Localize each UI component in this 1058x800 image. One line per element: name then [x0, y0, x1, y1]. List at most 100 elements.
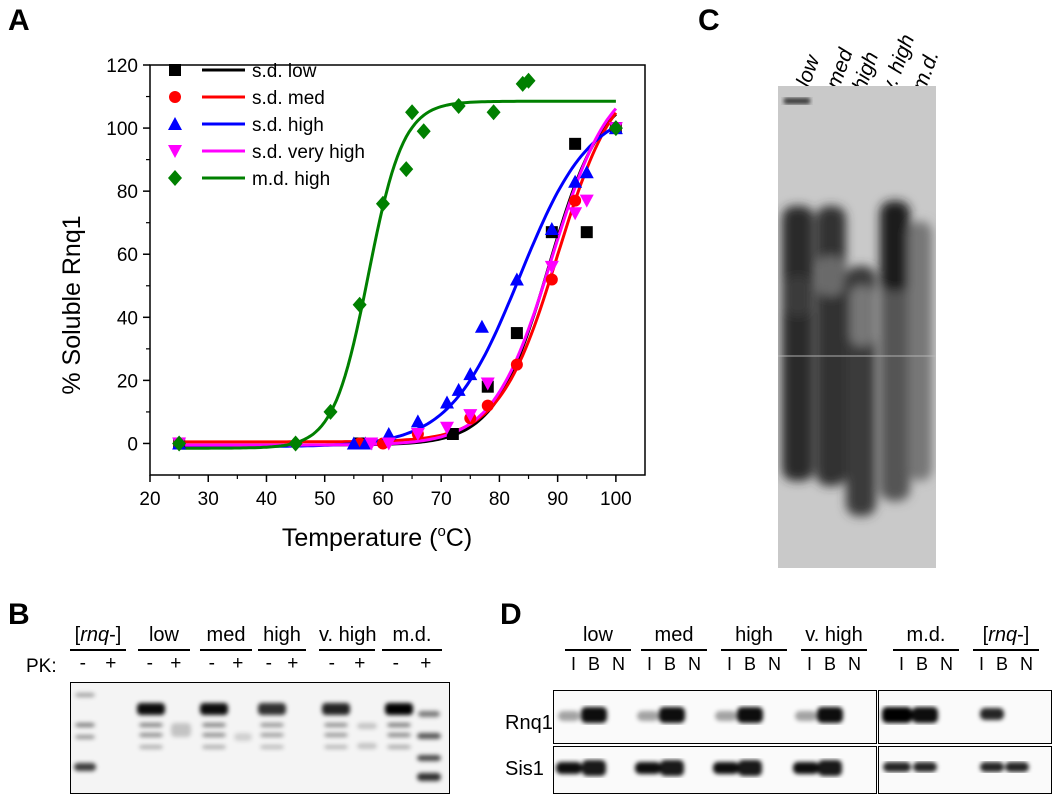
fit-line-series-1 — [179, 111, 618, 444]
legend-marker-3 — [168, 145, 182, 158]
blot-band — [202, 733, 226, 737]
well-band-low — [784, 98, 810, 104]
blot-band — [659, 707, 685, 723]
blot-band — [387, 733, 411, 737]
y-tick-label: 60 — [117, 245, 138, 266]
lane-label-low: low — [792, 52, 825, 90]
pk-plus: + — [287, 653, 299, 674]
x-tick-label: 60 — [372, 489, 393, 510]
point-series-3 — [440, 421, 454, 435]
blot-band — [795, 711, 817, 721]
blot-band — [137, 703, 165, 715]
blot-band — [737, 707, 763, 723]
panel-label-b: B — [8, 598, 30, 631]
pk-group-underline — [258, 649, 306, 651]
blot-band — [171, 723, 191, 737]
fraction-group-underline — [641, 649, 707, 651]
panel-label-c: C — [698, 4, 720, 37]
fraction-group-2: high I B N — [721, 624, 787, 675]
panel-b-header: [rnq-] - + low - + med - + high - + v. high - + m.d. - + P… — [26, 624, 460, 684]
fraction-letter: I — [898, 654, 904, 674]
blot-band — [637, 711, 659, 721]
pk-group-label: v. high — [319, 624, 377, 646]
sis1-blot-right — [878, 746, 1052, 794]
native-gel-image — [778, 86, 936, 568]
pk-minus: - — [392, 653, 399, 674]
pk-signs: - + — [70, 653, 126, 675]
fraction-group-underline — [721, 649, 787, 651]
blot-band — [200, 703, 228, 715]
blot-band — [260, 745, 284, 749]
pk-minus: - — [265, 653, 272, 674]
legend-label-4: m.d. high — [252, 169, 330, 190]
fraction-letter: I — [978, 654, 984, 674]
point-series-4 — [521, 72, 536, 89]
blot-band — [324, 745, 348, 749]
pk-signs: - + — [200, 653, 252, 675]
fit-line-series-2 — [179, 125, 617, 449]
legend-label-1: s.d. med — [252, 88, 325, 109]
fraction-letter: N — [767, 654, 781, 674]
pk-group-label: m.d. — [392, 624, 432, 646]
blot-band — [882, 707, 912, 723]
blot-band — [883, 762, 911, 772]
fit-line-series-3 — [179, 107, 618, 447]
fraction-group-0: low I B N — [565, 624, 631, 675]
pk-group-underline — [382, 649, 442, 651]
x-tick-label: 80 — [489, 489, 510, 510]
blot-band — [387, 745, 411, 749]
point-series-2 — [410, 414, 425, 428]
blot-band — [357, 723, 377, 729]
blot-band — [912, 707, 938, 723]
point-series-1 — [481, 399, 494, 412]
x-tick-label: 100 — [600, 489, 632, 510]
legend-label-2: s.d. high — [252, 115, 324, 136]
fraction-letter: N — [687, 654, 701, 674]
pk-blot — [70, 682, 450, 794]
y-tick-label: 0 — [127, 434, 138, 455]
x-tick-label: 90 — [547, 489, 568, 510]
point-series-2 — [358, 436, 373, 450]
pk-plus: + — [232, 653, 244, 674]
point-series-0 — [569, 137, 582, 150]
point-series-4 — [416, 123, 431, 140]
fraction-letter: I — [726, 654, 732, 674]
pk-plus: + — [105, 653, 117, 674]
point-series-2 — [544, 222, 559, 235]
blot-band — [715, 711, 737, 721]
pk-plus: + — [420, 653, 432, 674]
smear-med — [816, 206, 846, 486]
rnq1-blot-left — [553, 690, 877, 744]
panel-c-lane-labels: low med high v. high m.d. — [782, 30, 944, 96]
smear-low — [782, 206, 814, 481]
blot-band — [582, 760, 606, 776]
blot-band — [202, 745, 226, 749]
plot-frame — [149, 64, 646, 476]
point-series-4 — [608, 120, 623, 137]
blot-band — [980, 762, 1004, 772]
sis1-blot-left — [553, 746, 877, 794]
fraction-group-5: [rnq-] I B N — [973, 624, 1039, 675]
blot-band — [75, 693, 95, 697]
point-series-4 — [399, 161, 414, 178]
blot-band — [74, 763, 96, 771]
pk-signs: - + — [138, 653, 190, 675]
point-series-4 — [451, 98, 466, 114]
panel-label-a: A — [8, 4, 30, 37]
fraction-group-underline — [565, 649, 631, 651]
point-series-4 — [323, 403, 338, 420]
blot-band — [202, 723, 226, 727]
blot-band — [417, 733, 441, 739]
point-series-3 — [381, 437, 396, 451]
fraction-letter: I — [570, 654, 576, 674]
fraction-letter: B — [663, 654, 676, 674]
blot-band — [75, 735, 95, 739]
fraction-group-4: m.d. I B N — [893, 624, 959, 675]
blot-band — [258, 703, 286, 715]
point-series-1 — [569, 194, 582, 207]
pk-group-underline — [319, 649, 375, 651]
point-series-2 — [579, 165, 594, 179]
blot-band — [387, 723, 411, 727]
